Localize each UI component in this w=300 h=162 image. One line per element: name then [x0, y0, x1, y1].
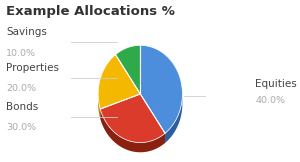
Text: Bonds: Bonds: [6, 102, 38, 112]
Text: 30.0%: 30.0%: [6, 123, 36, 132]
Polygon shape: [165, 95, 182, 143]
Text: Properties: Properties: [6, 63, 59, 73]
Text: Example Allocations %: Example Allocations %: [6, 5, 175, 18]
Polygon shape: [116, 45, 140, 94]
Polygon shape: [100, 109, 165, 152]
Text: Savings: Savings: [6, 27, 47, 37]
Text: 10.0%: 10.0%: [6, 49, 36, 58]
Polygon shape: [98, 55, 140, 109]
Text: 20.0%: 20.0%: [6, 84, 36, 93]
Text: Equities: Equities: [255, 79, 297, 89]
Polygon shape: [98, 94, 100, 119]
Text: 40.0%: 40.0%: [255, 96, 285, 105]
Polygon shape: [140, 45, 182, 133]
Polygon shape: [100, 94, 165, 143]
